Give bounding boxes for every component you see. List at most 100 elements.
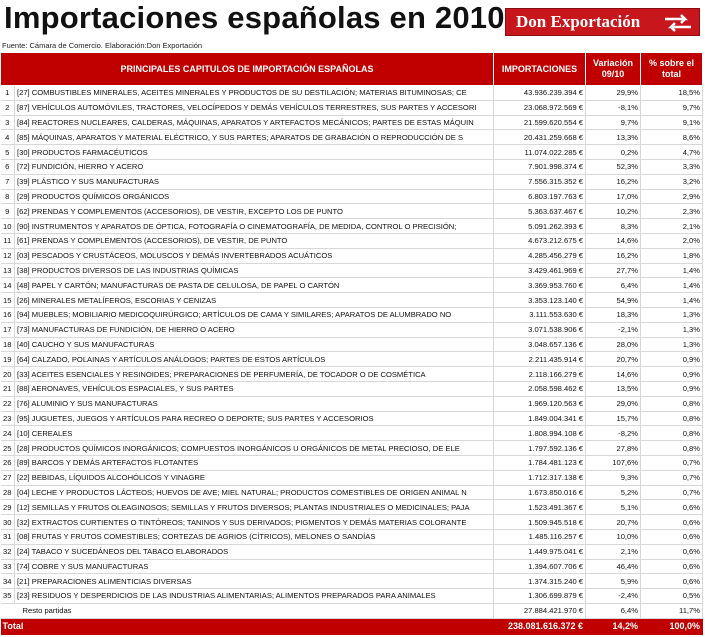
- table-cell: 23: [0, 411, 15, 427]
- table-cell: 1.673.850.016 €: [493, 485, 587, 501]
- table-row: 33 [74] COBRE Y SUS MANUFACTURAS 1.394.607…: [0, 559, 704, 575]
- table-cell: 1.969.120.563 €: [493, 396, 587, 412]
- logo-arrows: [665, 14, 691, 32]
- table-cell: 26: [0, 455, 15, 471]
- logo-text: Don Exportación: [516, 12, 641, 31]
- table-cell: 3.353.123.140 €: [493, 292, 587, 308]
- table-cell: 17,0%: [585, 189, 642, 205]
- table-cell: 30: [0, 514, 15, 530]
- column-header: IMPORTACIONES: [493, 52, 587, 86]
- table-row: 1 [27] COMBUSTIBLES MINERALES, ACEITES MI…: [0, 85, 704, 101]
- table-cell: 1,3%: [640, 322, 704, 338]
- table-cell: 14: [0, 277, 15, 294]
- table-cell: 21: [0, 381, 15, 397]
- table-cell: [39] PLÁSTICO Y SUS MANUFACTURAS: [14, 174, 495, 190]
- table-cell: 3.071.538.906 €: [493, 322, 587, 338]
- table-cell: 1.523.491.367 €: [493, 499, 587, 516]
- table-row: 18 [40] CAUCHO Y SUS MANUFACTURAS 3.048.65…: [0, 337, 704, 353]
- header-row: PRINCIPALES CAPITULOS DE IMPORTACIÓN ESP…: [0, 52, 704, 86]
- table-cell: 5.363.637.467 €: [493, 203, 587, 220]
- table-cell: 1.394.607.706 €: [493, 559, 587, 575]
- table-cell: 0,6%: [640, 544, 704, 560]
- table-row: 22 [76] ALUMINIO Y SUS MANUFACTURAS 1.969.…: [0, 396, 704, 412]
- table-row: 8 [29] PRODUCTOS QUÍMICOS ORGÁNICOS 6.803.…: [0, 189, 704, 205]
- table-cell: 2,1%: [640, 218, 704, 234]
- table-cell: 16: [0, 307, 15, 323]
- table-cell: 20,7%: [585, 514, 642, 530]
- table-cell: 0,8%: [640, 396, 704, 412]
- table-row: 32 [24] TABACO Y SUCEDÁNEOS DEL TABACO EL…: [0, 544, 704, 560]
- table-cell: 15: [0, 292, 15, 308]
- table-body: 1 [27] COMBUSTIBLES MINERALES, ACEITES MI…: [0, 85, 704, 635]
- table-cell: -2,1%: [585, 322, 642, 338]
- table-cell: 14,2%: [585, 618, 642, 635]
- table-cell: [12] SEMILLAS Y FRUTOS OLEAGINOSOS; SEMI…: [14, 499, 495, 516]
- logo[interactable]: Don Exportación: [505, 8, 700, 36]
- table-cell: 27: [0, 470, 15, 486]
- total-row: Total 238.081.616.372 €14,2% 100,0%: [0, 618, 704, 635]
- table-cell: 21.599.620.554 €: [493, 115, 587, 131]
- table-cell: -8,2%: [585, 425, 642, 442]
- table-cell: 2.118.166.279 €: [493, 366, 587, 382]
- table-cell: 29,9%: [585, 85, 642, 101]
- table-cell: 1.849.004.341 €: [493, 411, 587, 427]
- table-cell: 0,7%: [640, 485, 704, 501]
- table-cell: 0,6%: [640, 559, 704, 575]
- table-cell: 20.431.259.668 €: [493, 129, 587, 146]
- table-cell: 8: [0, 189, 15, 205]
- table-cell: 28,0%: [585, 337, 642, 353]
- table-cell: [84] REACTORES NUCLEARES, CALDERAS, MÁQU…: [14, 115, 495, 131]
- table-cell: 4,7%: [640, 144, 704, 160]
- table-cell: 5: [0, 144, 15, 160]
- table-cell: 10: [0, 218, 15, 234]
- table-cell: 27.884.421.970 €: [493, 603, 587, 619]
- table-cell: 1.509.945.518 €: [493, 514, 587, 530]
- table-cell: 1,3%: [640, 337, 704, 353]
- resto-row: Resto partidas 27.884.421.970 €6,4% 11,7%: [0, 603, 704, 619]
- table-cell: 1,4%: [640, 292, 704, 308]
- table-row: 34 [21] PREPARACIONES ALIMENTICIAS DIVERS…: [0, 573, 704, 590]
- table-cell: 0,8%: [640, 411, 704, 427]
- table-cell: 13: [0, 263, 15, 279]
- table-cell: 22: [0, 396, 15, 412]
- table-cell: 1.797.592.136 €: [493, 440, 587, 456]
- table-cell: 9,7%: [640, 100, 704, 116]
- table-cell: 0,7%: [640, 470, 704, 486]
- table-cell: 8,3%: [585, 218, 642, 234]
- table-cell: 14,6%: [585, 366, 642, 382]
- table-cell: [72] FUNDICIÓN, HIERRO Y ACERO: [14, 159, 495, 175]
- table-row: 24 [10] CEREALES 1.808.994.108 € -8,2% 0,8%: [0, 425, 704, 442]
- table-row: 15 [26] MINERALES METALÍFEROS, ESCORIAS Y…: [0, 292, 704, 308]
- table-cell: [88] AERONAVES, VEHÍCULOS ESPACIALES, Y …: [14, 381, 495, 397]
- imports-table: PRINCIPALES CAPITULOS DE IMPORTACIÓN ESP…: [0, 52, 704, 635]
- table-cell: 3.369.953.760 €: [493, 277, 587, 294]
- table-cell: 6: [0, 159, 15, 175]
- table-cell: 0,7%: [640, 455, 704, 471]
- table-cell: 46,4%: [585, 559, 642, 575]
- table-cell: [94] MUEBLES; MOBILIARIO MEDICOQUIRÚRGIC…: [14, 307, 495, 323]
- table-row: 10 [90] INSTRUMENTOS Y APARATOS DE ÓPTICA…: [0, 218, 704, 234]
- table-cell: [24] TABACO Y SUCEDÁNEOS DEL TABACO ELAB…: [14, 544, 495, 560]
- table-cell: [32] EXTRACTOS CURTIENTES O TINTÓREOS; T…: [14, 514, 495, 530]
- table-cell: 18,3%: [585, 307, 642, 323]
- table-cell: 5.091.262.393 €: [493, 218, 587, 234]
- table-cell: 0,6%: [640, 529, 704, 545]
- table-cell: 2,0%: [640, 233, 704, 249]
- table-row: 9 [62] PRENDAS Y COMPLEMENTOS (ACCESORIOS…: [0, 203, 704, 220]
- table-cell: [74] COBRE Y SUS MANUFACTURAS: [14, 559, 495, 575]
- table-cell: 9,7%: [585, 115, 642, 131]
- table-row: 16 [94] MUEBLES; MOBILIARIO MEDICOQUIRÚRG…: [0, 307, 704, 323]
- table-cell: 27,7%: [585, 263, 642, 279]
- table-row: 19 [64] CALZADO, POLAINAS Y ARTÍCULOS ANÁ…: [0, 351, 704, 368]
- table-cell: 14,6%: [585, 233, 642, 249]
- table-row: 12 [03] PESCADOS Y CRUSTÁCEOS, MOLUSCOS Y…: [0, 248, 704, 264]
- table-cell: Total: [0, 618, 495, 635]
- table-cell: [85] MÁQUINAS, APARATOS Y MATERIAL ELÉCT…: [14, 129, 495, 146]
- table-row: 26 [89] BARCOS Y DEMÁS ARTEFACTOS FLOTANT…: [0, 455, 704, 471]
- table-cell: 2.058.598.462 €: [493, 381, 587, 397]
- table-cell: 29,0%: [585, 396, 642, 412]
- table-cell: 18: [0, 337, 15, 353]
- table-cell: 4: [0, 129, 15, 146]
- table-cell: 33: [0, 559, 15, 575]
- table-cell: [30] PRODUCTOS FARMACÉUTICOS: [14, 144, 495, 160]
